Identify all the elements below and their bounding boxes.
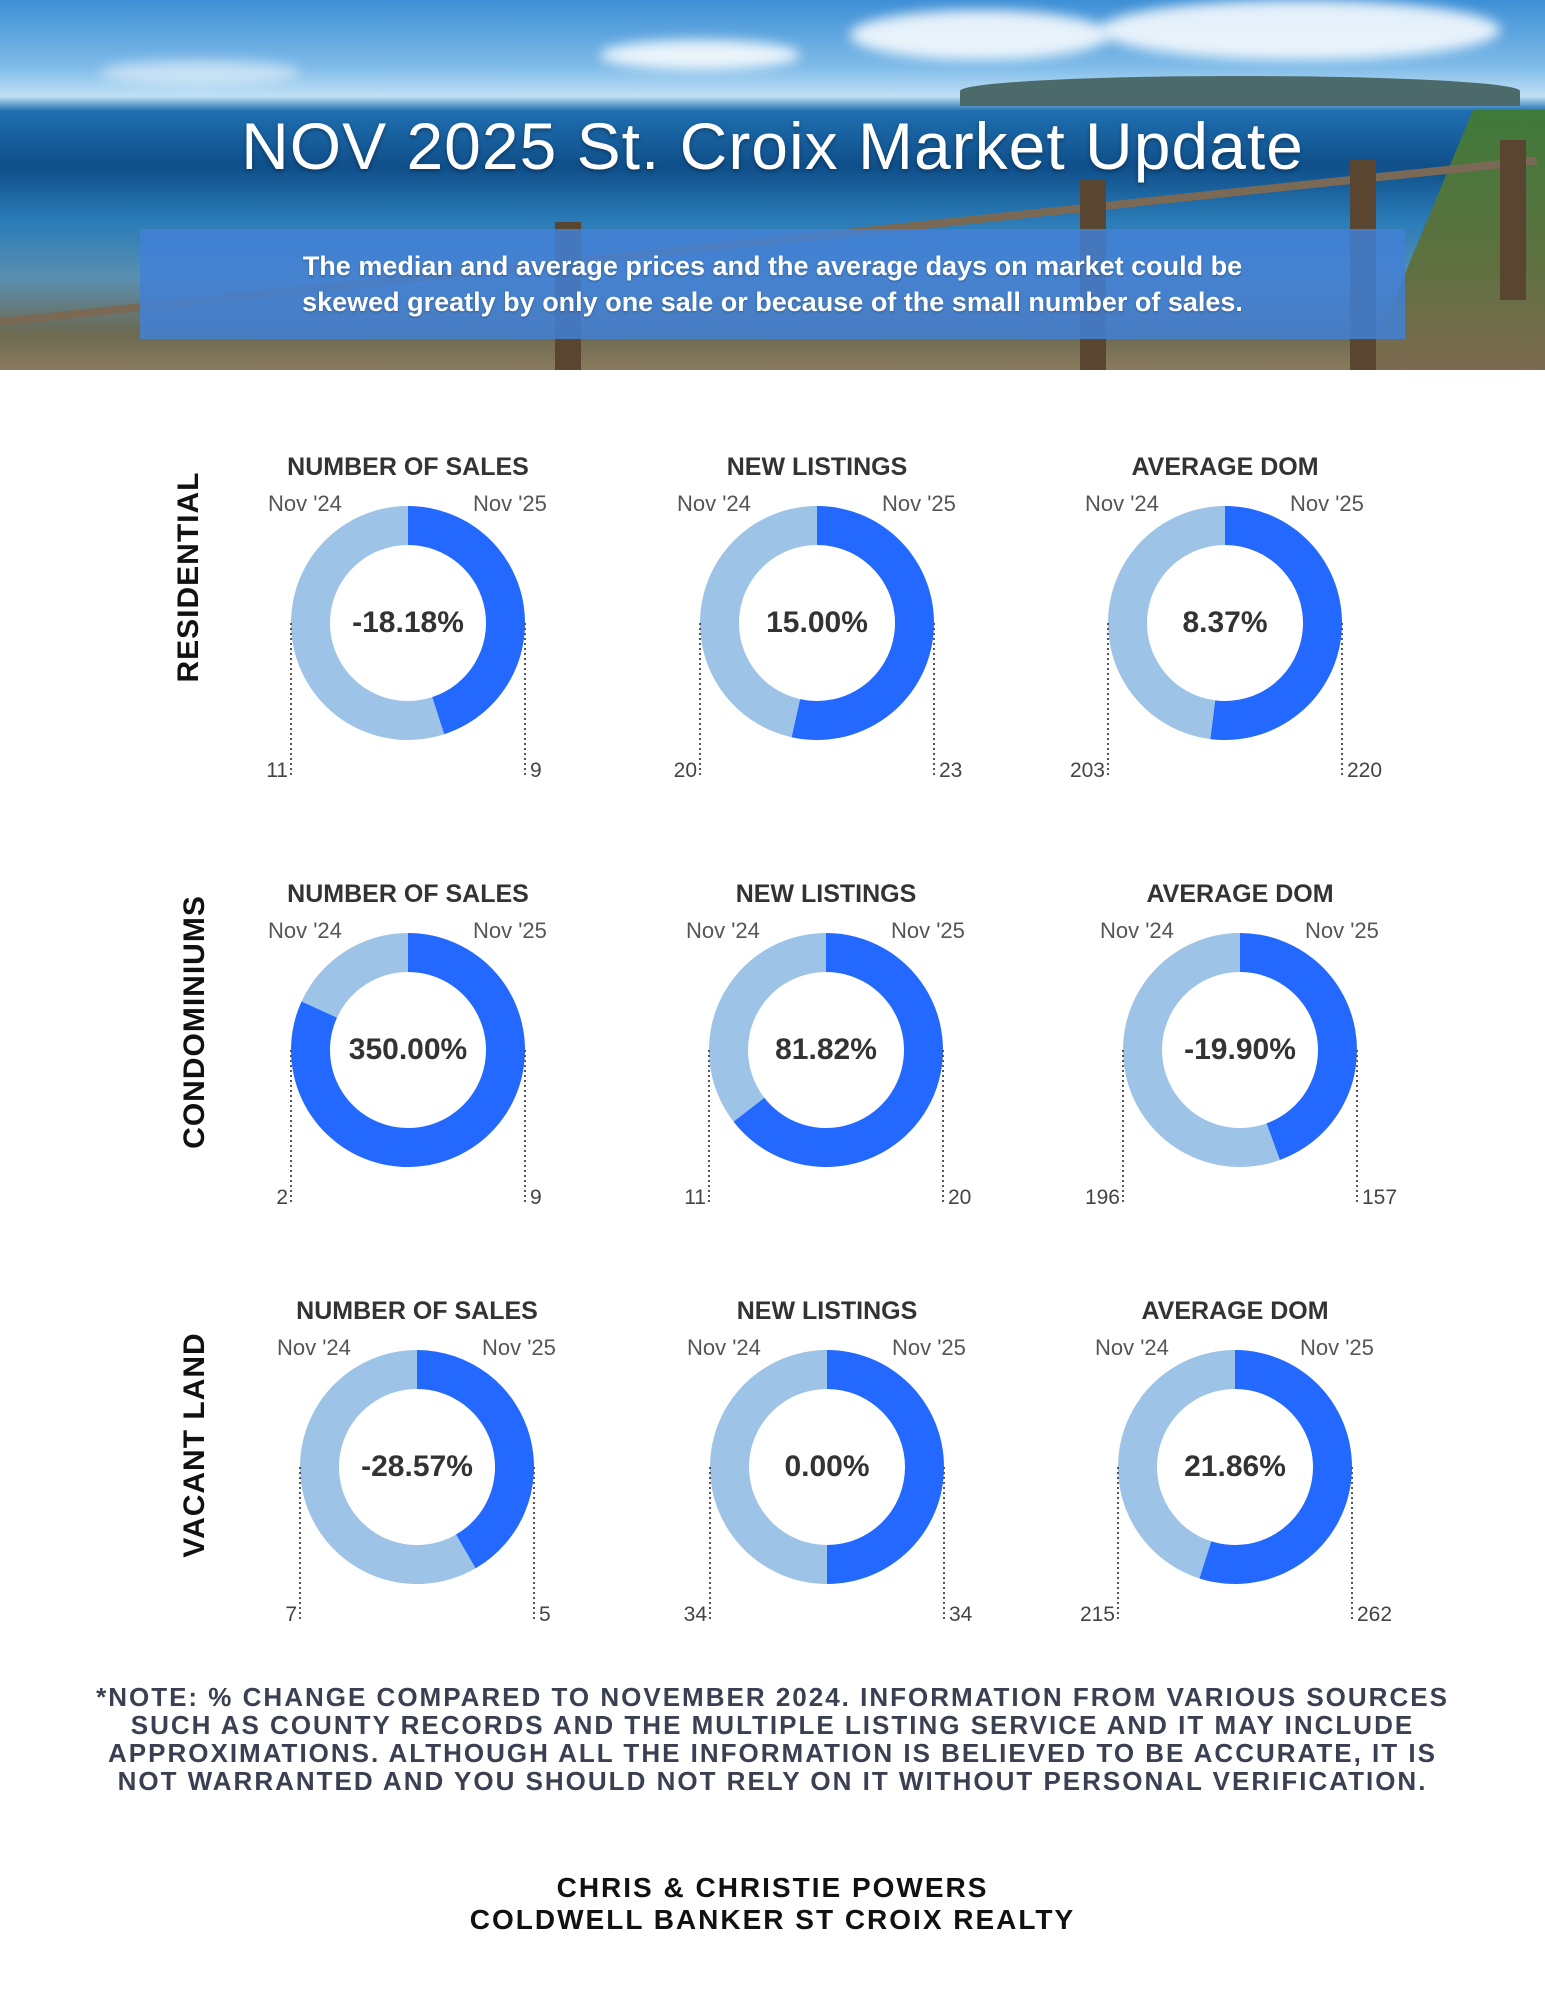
percent-change: 0.00% — [784, 1450, 870, 1483]
disclaimer-line-2: skewed greatly by only one sale or becau… — [302, 287, 1243, 317]
slice-nov-24 — [709, 933, 826, 1122]
value-nov-25: 157 — [1362, 1186, 1398, 1209]
donut-chart — [708, 933, 944, 1205]
chart-title: AVERAGE DOM — [1141, 1297, 1329, 1325]
slice-nov-25 — [1240, 933, 1357, 1161]
value-nov-25: 262 — [1357, 1603, 1393, 1626]
slice-nov-25 — [1210, 506, 1343, 740]
value-nov-24: 2 — [276, 1186, 288, 1209]
agent-names: CHRIS & CHRISTIE POWERS — [556, 1872, 989, 1903]
legend-nov-25: Nov '25 — [473, 918, 547, 943]
percent-change: 81.82% — [775, 1033, 877, 1066]
legend-nov-24: Nov '24 — [1085, 491, 1159, 516]
legend-nov-25: Nov '25 — [891, 918, 965, 943]
slice-nov-25 — [417, 1350, 535, 1569]
slice-nov-24 — [301, 933, 408, 1018]
chart-title: AVERAGE DOM — [1131, 453, 1319, 481]
legend-nov-24: Nov '24 — [687, 1335, 761, 1360]
value-nov-24: 11 — [266, 759, 288, 782]
value-nov-24: 215 — [1079, 1603, 1115, 1626]
slice-nov-25 — [408, 506, 526, 735]
chart-title: NEW LISTINGS — [736, 1297, 918, 1325]
value-nov-24: 7 — [285, 1603, 297, 1626]
disclaimer-banner: The median and average prices and the av… — [140, 229, 1405, 339]
donut-chart — [299, 1350, 535, 1622]
slice-nov-24 — [1108, 506, 1225, 740]
value-nov-25: 9 — [530, 1186, 542, 1209]
donut-chart — [709, 1350, 945, 1622]
percent-change: -28.57% — [361, 1450, 473, 1483]
legend-nov-25: Nov '25 — [1305, 918, 1379, 943]
value-nov-24: 196 — [1084, 1186, 1120, 1209]
donut-chart — [1117, 1350, 1353, 1622]
value-nov-25: 34 — [949, 1603, 973, 1626]
legend-nov-24: Nov '24 — [277, 1335, 351, 1360]
donut-chart — [290, 506, 526, 778]
value-nov-24: 20 — [673, 759, 697, 782]
value-nov-25: 5 — [539, 1603, 551, 1626]
slice-nov-24 — [291, 506, 445, 740]
percent-change: -18.18% — [352, 606, 464, 639]
legend-nov-25: Nov '25 — [473, 491, 547, 516]
legend-nov-24: Nov '24 — [1095, 1335, 1169, 1360]
value-nov-25: 220 — [1347, 759, 1383, 782]
slice-nov-24 — [709, 1350, 827, 1584]
legend-nov-25: Nov '25 — [482, 1335, 556, 1360]
slice-nov-25 — [290, 933, 525, 1168]
slice-nov-24 — [1123, 933, 1280, 1167]
brokerage-name: COLDWELL BANKER ST CROIX REALTY — [469, 1904, 1076, 1935]
donut-chart — [290, 933, 526, 1205]
legend-nov-25: Nov '25 — [1300, 1335, 1374, 1360]
legend-nov-25: Nov '25 — [892, 1335, 966, 1360]
value-nov-24: 34 — [683, 1603, 707, 1626]
slice-nov-25 — [1199, 1350, 1352, 1584]
slice-nov-25 — [733, 933, 943, 1168]
legend-nov-24: Nov '24 — [268, 491, 342, 516]
legend-nov-24: Nov '24 — [686, 918, 760, 943]
chart-title: NUMBER OF SALES — [296, 1297, 538, 1325]
legend-nov-25: Nov '25 — [882, 491, 956, 516]
percent-change: -19.90% — [1184, 1033, 1296, 1066]
footer: CHRIS & CHRISTIE POWERS COLDWELL BANKER … — [0, 1872, 1545, 1936]
disclaimer-note: *NOTE: % CHANGE COMPARED TO NOVEMBER 202… — [96, 1682, 1449, 1796]
chart-title: AVERAGE DOM — [1146, 880, 1334, 908]
legend-nov-25: Nov '25 — [1290, 491, 1364, 516]
header-photo: NOV 2025 St. Croix Market Update The med… — [0, 0, 1545, 370]
donut-chart — [1122, 933, 1358, 1205]
legend-nov-24: Nov '24 — [1100, 918, 1174, 943]
legend-nov-24: Nov '24 — [677, 491, 751, 516]
chart-title: NEW LISTINGS — [726, 453, 908, 481]
value-nov-25: 20 — [948, 1186, 972, 1209]
percent-change: 21.86% — [1184, 1450, 1286, 1483]
value-nov-25: 23 — [939, 759, 963, 782]
slice-nov-24 — [300, 1350, 476, 1584]
page-title: NOV 2025 St. Croix Market Update — [241, 109, 1304, 183]
percent-change: 15.00% — [766, 606, 868, 639]
legend-nov-24: Nov '24 — [268, 918, 342, 943]
percent-change: 350.00% — [348, 1033, 468, 1066]
chart-title: NUMBER OF SALES — [287, 453, 529, 481]
chart-title: NUMBER OF SALES — [287, 880, 529, 908]
value-nov-25: 9 — [530, 759, 542, 782]
slice-nov-25 — [827, 1350, 944, 1584]
slice-nov-24 — [1117, 1350, 1235, 1579]
donut-chart — [1107, 506, 1343, 778]
donut-chart — [699, 506, 935, 778]
chart-title: NEW LISTINGS — [735, 880, 917, 908]
value-nov-24: 11 — [684, 1186, 706, 1209]
slice-nov-25 — [791, 506, 935, 741]
slice-nov-24 — [700, 506, 817, 738]
value-nov-24: 203 — [1069, 759, 1105, 782]
percent-change: 8.37% — [1182, 606, 1268, 639]
disclaimer-line-1: The median and average prices and the av… — [302, 251, 1243, 281]
